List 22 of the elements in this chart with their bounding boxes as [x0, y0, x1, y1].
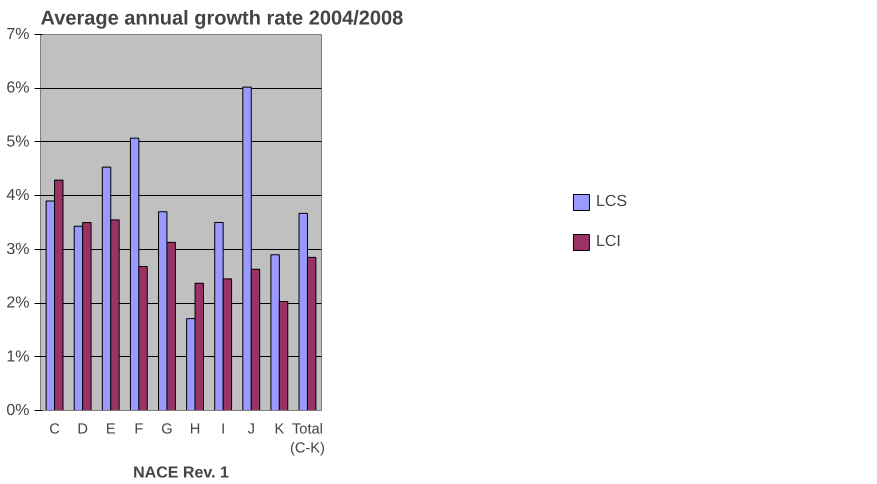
- x-tick-label: E: [106, 422, 116, 438]
- x-tick-label: Total (C-K): [290, 422, 325, 457]
- y-tick-label: 4%: [6, 187, 30, 204]
- y-tick-label: 2%: [6, 294, 30, 312]
- y-tick-label: 7%: [6, 26, 30, 43]
- x-tick-label: C: [49, 422, 60, 438]
- y-tick-label: 0%: [6, 402, 30, 419]
- legend-label: LCS: [596, 193, 628, 211]
- y-tick-label: 6%: [6, 80, 30, 97]
- x-tick-label: H: [190, 422, 200, 438]
- y-tick-label: 5%: [6, 133, 30, 150]
- x-tick-label: I: [221, 422, 226, 438]
- x-axis-title: NACE Rev. 1: [133, 464, 229, 482]
- x-tick-label: K: [274, 422, 284, 438]
- y-tick-label: 1%: [6, 348, 30, 366]
- legend-label: LCI: [596, 233, 621, 251]
- y-tick-label: 3%: [6, 240, 30, 258]
- x-tick-label: G: [161, 422, 173, 438]
- x-tick-label: F: [134, 422, 144, 438]
- x-tick-label: D: [77, 422, 88, 438]
- x-tick-label: J: [248, 422, 255, 438]
- chart-title: Average annual growth rate 2004/2008: [40, 8, 404, 30]
